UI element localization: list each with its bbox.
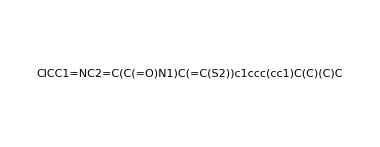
Text: ClCC1=NC2=C(C(=O)N1)C(=C(S2))c1ccc(cc1)C(C)(C)C: ClCC1=NC2=C(C(=O)N1)C(=C(S2))c1ccc(cc1)C… [37,69,343,78]
